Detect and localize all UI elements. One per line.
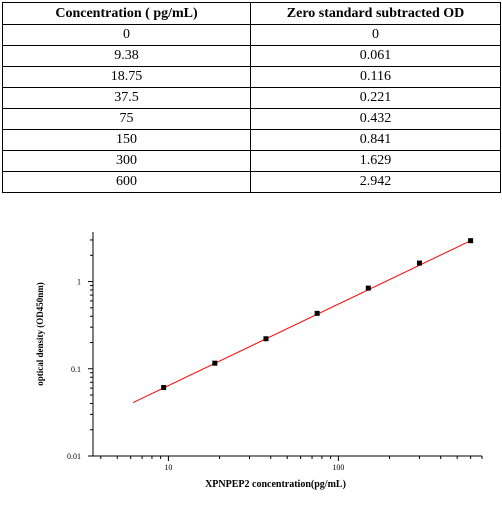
fit-line: [132, 240, 471, 404]
table-row: 37.5 0.221: [2, 87, 501, 109]
table-row: 600 2.942: [2, 171, 501, 193]
data-point: [468, 238, 474, 244]
y-axis-label: optical density (OD450nm): [35, 282, 45, 386]
standard-curve-table: Concentration ( pg/mL) Zero standard sub…: [2, 2, 501, 193]
table-row: 150 0.841: [2, 129, 501, 151]
x-tick-label: 10: [164, 463, 172, 472]
od-cell: 2.942: [250, 171, 501, 193]
data-point: [212, 360, 218, 366]
x-tick-label: 100: [332, 463, 344, 472]
data-point: [365, 285, 371, 291]
data-point: [263, 336, 269, 342]
y-tick-label: 0.1: [71, 365, 81, 374]
x-axis-label: XPNPEP2 concentration(pg/mL): [205, 479, 346, 490]
concentration-cell: 37.5: [2, 87, 251, 109]
data-point: [416, 260, 422, 266]
y-tick-label: 0.01: [67, 452, 81, 461]
data-point: [314, 310, 320, 316]
data-point: [161, 385, 167, 391]
y-tick-label: 1: [77, 278, 81, 287]
